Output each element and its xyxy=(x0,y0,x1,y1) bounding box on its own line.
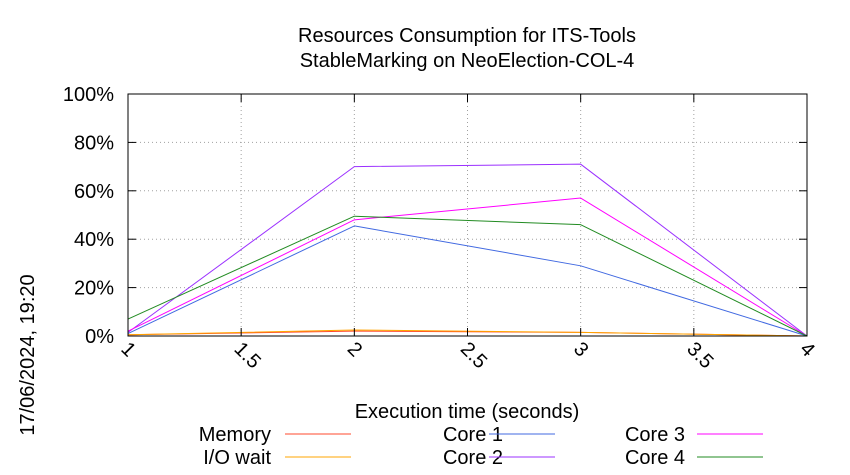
x-tick-label: 3 xyxy=(569,338,592,361)
series-line-core-2 xyxy=(127,163,808,337)
ticks: 0% 20% 40% 60% 80% 100% 1 1.5 2 2.5 3 3.5 4 xyxy=(63,84,819,373)
x-tick-label: 1.5 xyxy=(230,338,265,373)
y-tick-label: 20% xyxy=(74,278,114,300)
legend-label-i-o-wait: I/O wait xyxy=(203,447,271,469)
y-tick-label: 60% xyxy=(74,181,114,203)
x-axis-label: Execution time (seconds) xyxy=(355,401,580,423)
x-tick-label: 4 xyxy=(795,338,818,361)
y-tick-label: 80% xyxy=(74,132,114,154)
y-tick-label: 100% xyxy=(63,84,114,106)
grid xyxy=(128,94,807,336)
y-tick-label: 40% xyxy=(74,229,114,251)
chart-title-line-2: StableMarking on NeoElection-COL-4 xyxy=(300,50,635,72)
x-tick-label: 2 xyxy=(343,338,366,361)
legend-label-core-1: Core 1 xyxy=(443,424,503,446)
chart-title-line-1: Resources Consumption for ITS-Tools xyxy=(298,25,636,47)
timestamp-label: 17/06/2024, 19:20 xyxy=(17,274,39,435)
legend-label-memory: Memory xyxy=(199,424,271,446)
x-tick-label: 1 xyxy=(116,338,139,361)
legend-label-core-4: Core 4 xyxy=(625,447,685,469)
series-line-core-4 xyxy=(127,215,808,337)
series-line-core-1 xyxy=(127,225,808,337)
x-tick-label: 2.5 xyxy=(456,338,491,373)
legend-label-core-3: Core 3 xyxy=(625,424,685,446)
y-tick-label: 0% xyxy=(85,326,114,348)
x-tick-label: 3.5 xyxy=(682,338,717,373)
legend-label-core-2: Core 2 xyxy=(443,447,503,469)
series-line-core-3 xyxy=(127,197,808,337)
